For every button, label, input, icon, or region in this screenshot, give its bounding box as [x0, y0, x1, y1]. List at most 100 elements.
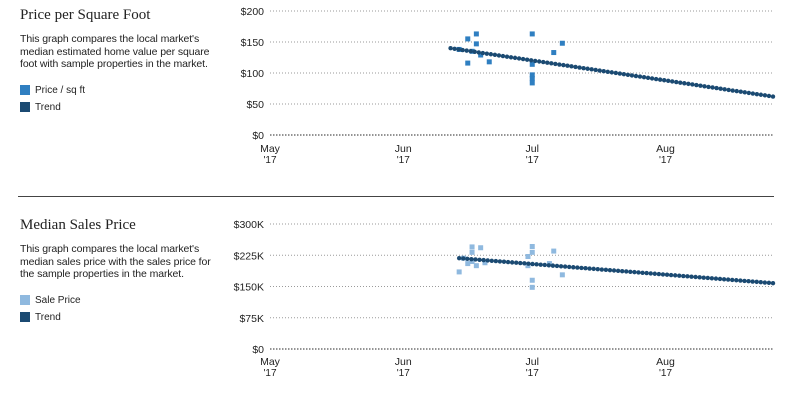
trend-dot — [504, 54, 510, 59]
trend-dot — [619, 268, 625, 274]
trend-dot — [742, 90, 747, 95]
trend-dot — [621, 71, 627, 77]
x-tick-year-label: '17 — [659, 155, 672, 166]
y-tick-label: $200 — [241, 6, 265, 18]
trend-dot — [698, 83, 703, 88]
trend-dot — [489, 258, 494, 263]
trend-dot — [746, 279, 751, 284]
trend-dot — [605, 69, 610, 74]
trend-dot — [750, 91, 756, 96]
trend-dot — [644, 270, 649, 276]
x-tick-year-label: '17 — [526, 368, 539, 379]
y-tick-label: $300K — [234, 219, 264, 231]
data-point[interactable] — [469, 259, 475, 264]
x-tick-label: Aug — [656, 356, 675, 368]
legend-item-price-sqft: Price / sq ft — [20, 85, 220, 96]
trend-dot — [661, 78, 667, 83]
data-point[interactable] — [486, 59, 492, 65]
trend-dot — [452, 46, 457, 52]
chart-title: Price per Square Foot — [20, 7, 151, 23]
data-point[interactable] — [551, 248, 557, 254]
trend-dot — [649, 76, 655, 81]
data-point[interactable] — [482, 260, 488, 266]
trend-dot — [722, 87, 727, 92]
data-point[interactable] — [473, 41, 479, 47]
chart-description: This graph compares the local market's m… — [20, 243, 211, 280]
y-tick-label: $150 — [241, 37, 265, 49]
median-sales-price-chart: $0$75K$150K$225K$300KMay'17Jun'17Jul'17A… — [234, 219, 776, 379]
legend-label-sale-price: Sale Price — [35, 294, 81, 306]
trend-dot — [496, 53, 502, 58]
trend-dot — [611, 268, 617, 273]
data-point[interactable] — [456, 269, 462, 275]
trend-dot — [705, 275, 710, 281]
data-point[interactable] — [525, 254, 531, 259]
trend-dot — [558, 264, 564, 269]
trend-dot — [657, 77, 663, 82]
data-point[interactable] — [473, 31, 479, 37]
trend-dot — [738, 89, 743, 94]
data-point[interactable] — [465, 261, 471, 267]
trend-dot — [762, 93, 768, 98]
legend-swatch-sale-price — [20, 295, 30, 305]
trend-dot — [593, 67, 598, 73]
trend-dot — [746, 90, 752, 96]
trend-dot — [530, 261, 535, 267]
trend-dot — [591, 266, 596, 272]
legend-swatch-trend — [20, 312, 30, 322]
x-tick-year-label: '17 — [263, 368, 276, 379]
trend-dot — [758, 279, 763, 285]
x-tick-label: Jun — [395, 143, 412, 155]
data-point[interactable] — [529, 80, 535, 86]
data-point[interactable] — [465, 60, 471, 66]
trend-dot — [770, 280, 776, 286]
trend-dot — [713, 276, 719, 281]
data-point[interactable] — [465, 36, 471, 42]
trend-dot — [545, 60, 550, 65]
trend-dot — [465, 256, 470, 262]
data-point[interactable] — [529, 284, 535, 290]
data-point[interactable] — [529, 76, 535, 82]
trend-dot — [488, 52, 494, 57]
trend-dot — [554, 263, 560, 269]
data-point[interactable] — [473, 263, 479, 269]
trend-dot — [726, 87, 731, 93]
x-tick-year-label: '17 — [263, 155, 276, 166]
data-point[interactable] — [529, 31, 535, 37]
data-point[interactable] — [529, 72, 535, 78]
trend-dot — [528, 58, 534, 63]
trend-dot — [702, 84, 707, 89]
trend-dot — [633, 73, 639, 79]
trend-dot — [758, 92, 764, 97]
data-point[interactable] — [529, 244, 535, 249]
trend-dot — [569, 64, 574, 69]
trend-dot — [567, 264, 572, 270]
trend-dot — [706, 84, 711, 90]
trend-dot — [770, 94, 776, 99]
trend-dot — [674, 79, 679, 85]
trend-dot — [701, 275, 706, 280]
data-point[interactable] — [559, 40, 565, 46]
trend-dot — [682, 81, 687, 86]
trend-dot — [653, 76, 659, 82]
legend-swatch-price-sqft — [20, 85, 30, 95]
trend-dot — [469, 256, 474, 262]
data-point[interactable] — [478, 245, 484, 251]
data-point[interactable] — [478, 52, 484, 58]
data-point[interactable] — [529, 61, 535, 67]
data-point[interactable] — [529, 249, 535, 255]
data-point[interactable] — [551, 50, 557, 56]
trend-dot — [668, 272, 674, 278]
trend-dot — [694, 82, 699, 88]
data-point[interactable] — [559, 272, 565, 278]
trend-dot — [497, 259, 503, 264]
data-point[interactable] — [529, 277, 535, 283]
y-tick-label: $225K — [234, 250, 264, 262]
trend-dot — [546, 263, 552, 268]
x-tick-year-label: '17 — [659, 368, 672, 379]
y-tick-label: $75K — [239, 313, 264, 325]
data-point[interactable] — [469, 244, 475, 250]
data-point[interactable] — [469, 249, 475, 255]
trend-dot — [520, 56, 526, 62]
trend-dot — [762, 280, 768, 285]
